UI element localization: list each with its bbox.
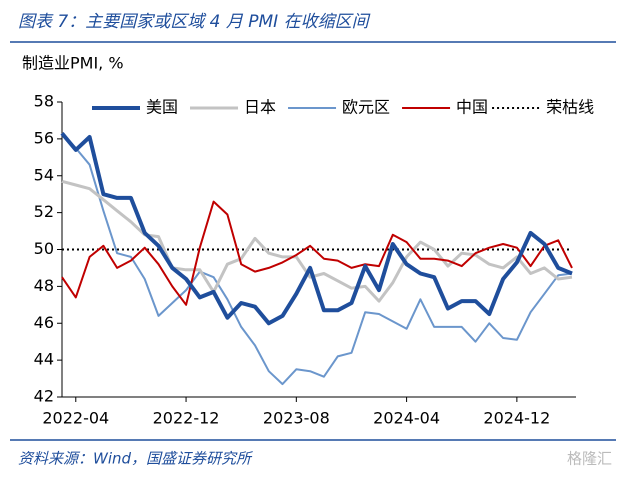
- legend-label: 中国: [456, 98, 488, 117]
- y-tick-label: 52: [34, 202, 54, 221]
- legend-label: 荣枯线: [546, 98, 594, 117]
- y-tick-label: 54: [34, 165, 54, 184]
- y-tick-label: 46: [34, 313, 54, 332]
- y-tick-label: 50: [34, 239, 54, 258]
- x-tick-label: 2024-12: [483, 409, 550, 428]
- series-line: [61, 200, 573, 306]
- y-tick-label: 58: [34, 92, 54, 111]
- source: 资料来源：Wind，国盛证券研究所: [18, 450, 253, 468]
- x-tick-label: 2023-08: [263, 409, 330, 428]
- watermark: 格隆汇: [567, 450, 612, 468]
- legend-label: 日本: [244, 98, 276, 117]
- x-tick-label: 2022-12: [153, 409, 220, 428]
- x-tick-label: 2022-04: [42, 409, 109, 428]
- y-axis-label: 制造业PMI, %: [22, 54, 124, 73]
- y-tick-label: 48: [34, 276, 54, 295]
- series-line: [60, 132, 573, 326]
- chart-title: 图表 7：主要国家或区域 4 月 PMI 在收缩区间: [18, 12, 371, 32]
- legend-label: 美国: [146, 98, 178, 117]
- y-tick-label: 56: [34, 128, 54, 147]
- y-tick-label: 42: [34, 387, 54, 406]
- y-tick-label: 44: [34, 350, 54, 369]
- x-tick-label: 2024-04: [373, 409, 440, 428]
- series-line: [61, 132, 573, 386]
- legend-label: 欧元区: [342, 98, 390, 117]
